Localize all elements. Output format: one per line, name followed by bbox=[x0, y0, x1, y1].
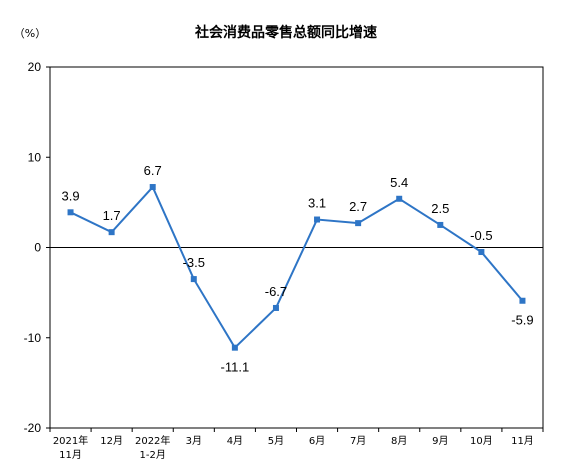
x-axis-labels: 2021年 11月 12月 2022年 1-2月 3月 4月 5月 6月 7月 8月 9月 10月 11月 bbox=[53, 434, 534, 461]
data-point bbox=[231, 344, 238, 351]
x-tick-label: 3月 bbox=[186, 435, 202, 447]
x-tick-label: 8月 bbox=[391, 435, 407, 447]
chart-title: 社会消费品零售总额同比增速 bbox=[194, 24, 377, 41]
x-tick-label: 2022年 1-2月 bbox=[135, 434, 170, 461]
data-labels: 3.9 1.7 6.7 -3.5 -11.1 -6.7 3.1 2.7 5.4 2.5 -0.5 -5… bbox=[62, 163, 534, 375]
data-label: 3.1 bbox=[308, 196, 326, 211]
x-axis-ticks bbox=[49, 428, 544, 432]
y-axis-unit: （%） bbox=[14, 27, 46, 40]
y-axis-ticks: 20 10 0 -10 -20 bbox=[24, 60, 50, 435]
x-tick-label: 4月 bbox=[227, 435, 243, 447]
data-label: 3.9 bbox=[62, 188, 80, 203]
data-point bbox=[149, 184, 156, 191]
y-tick-label: 10 bbox=[28, 150, 42, 164]
data-label: 2.5 bbox=[431, 201, 449, 216]
data-label: -11.1 bbox=[221, 360, 250, 375]
data-point bbox=[272, 304, 279, 311]
data-label: -0.5 bbox=[470, 228, 492, 243]
data-point bbox=[190, 276, 197, 283]
data-label: 5.4 bbox=[390, 175, 408, 190]
data-label: 1.7 bbox=[103, 208, 121, 223]
x-tick-label: 10月 bbox=[470, 435, 493, 447]
y-tick-label: -20 bbox=[24, 421, 42, 435]
data-label: -5.9 bbox=[511, 313, 533, 328]
y-tick-label: -10 bbox=[24, 331, 42, 345]
data-label: 6.7 bbox=[144, 163, 162, 178]
y-tick-label: 20 bbox=[28, 60, 42, 74]
data-point bbox=[108, 229, 115, 236]
x-tick-label: 6月 bbox=[309, 435, 325, 447]
x-tick-label: 9月 bbox=[432, 435, 448, 447]
x-tick-label: 5月 bbox=[268, 435, 284, 447]
data-points bbox=[67, 184, 526, 351]
y-tick-label: 0 bbox=[34, 241, 41, 255]
data-point bbox=[396, 195, 403, 202]
x-tick-label: 2021年 11月 bbox=[53, 434, 88, 461]
data-point bbox=[437, 221, 444, 228]
data-point bbox=[67, 209, 74, 216]
data-label: -3.5 bbox=[183, 255, 205, 270]
data-point bbox=[314, 216, 321, 223]
data-point bbox=[355, 220, 362, 227]
x-tick-label: 11月 bbox=[511, 435, 534, 447]
x-tick-label: 12月 bbox=[100, 435, 123, 447]
x-tick-label: 7月 bbox=[350, 435, 366, 447]
data-label: -6.7 bbox=[265, 284, 287, 299]
data-point bbox=[478, 249, 485, 256]
data-label: 2.7 bbox=[349, 199, 367, 214]
data-point bbox=[519, 297, 526, 304]
series-line bbox=[70, 185, 524, 350]
